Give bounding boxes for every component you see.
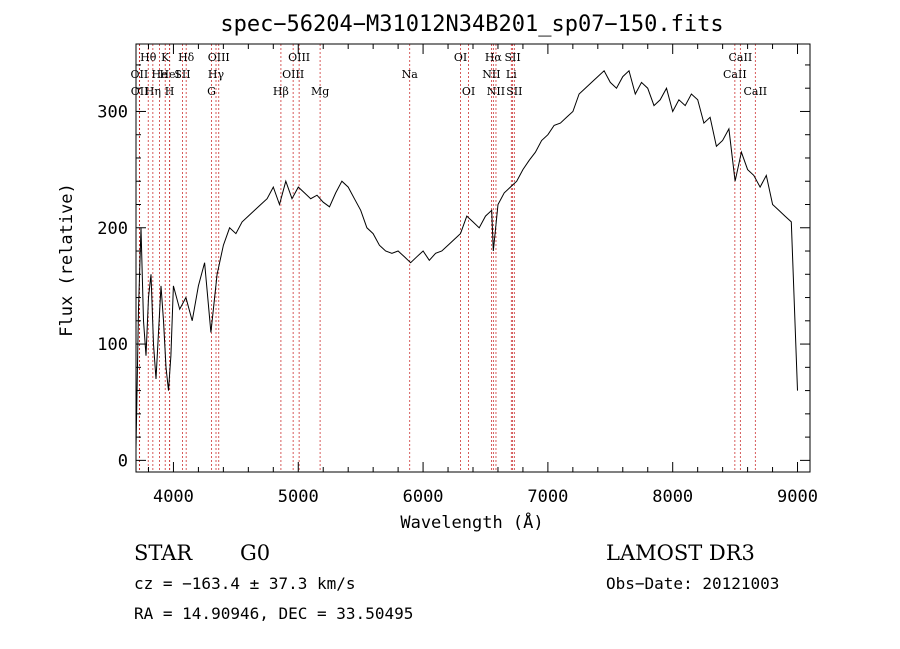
spectral-line-label: Hγ [208, 68, 225, 81]
spectral-line-label: OIII [208, 51, 230, 64]
spectral-line-label: OIII [288, 51, 310, 64]
x-tick-label: 9000 [777, 487, 818, 507]
spectral-line-label: NII [482, 68, 500, 81]
spectral-line-label: Hα [485, 51, 503, 64]
y-axis-label: Flux (relative) [57, 183, 77, 337]
y-tick-label: 100 [97, 335, 128, 355]
x-axis-label: Wavelength (Å) [400, 511, 543, 533]
x-axis-ticks: 4000 5000 6000 7000 8000 9000 [147, 44, 818, 507]
chart-title: spec−56204−M31012N34B201_sp07−150.fits [220, 12, 723, 37]
spectral-line-label: SII [504, 51, 520, 64]
spectral-line-label: Hδ [178, 51, 195, 64]
survey-name: LAMOST DR3 [606, 541, 755, 565]
x-tick-label: 5000 [278, 487, 319, 507]
spectral-line-label: CaII [729, 51, 753, 64]
x-tick-label: 4000 [153, 487, 194, 507]
spectral-line-label: Hθ [140, 51, 157, 64]
redshift-text: cz = −163.4 ± 37.3 km/s [134, 574, 356, 593]
spectral-line-label: Mg [311, 85, 329, 98]
spectral-line-label: Hη [145, 85, 161, 98]
spectral-line-label: HeI [159, 68, 179, 81]
spectral-line-label: CaII [723, 68, 747, 81]
spectral-line-label: He [152, 68, 168, 81]
spectral-line-label: OI [454, 51, 467, 64]
spectral-line-label: CaII [743, 85, 767, 98]
spectral-line-label: SII [174, 68, 190, 81]
spectrum-series-line [135, 69, 798, 449]
spectral-line-label: SII [506, 85, 522, 98]
spectral-line-label: K [161, 51, 170, 64]
x-tick-label: 8000 [652, 487, 693, 507]
x-tick-label: 6000 [403, 487, 444, 507]
y-tick-label: 200 [97, 219, 128, 239]
y-tick-label: 300 [97, 102, 128, 122]
coordinates-text: RA = 14.90946, DEC = 33.50495 [134, 604, 413, 623]
spectral-line-label: G [207, 85, 216, 98]
spectral-line-label: NII [487, 85, 505, 98]
x-tick-label: 7000 [527, 487, 568, 507]
spectral-line-markers [138, 44, 756, 472]
y-axis-ticks: 0 100 200 300 [97, 64, 810, 471]
spectral-line-label: H [165, 85, 175, 98]
object-class: STAR [134, 541, 193, 565]
obs-date-text: Obs−Date: 20121003 [606, 574, 779, 593]
spectral-line-label: Na [402, 68, 419, 81]
spectral-line-label: Li [506, 68, 517, 81]
spectral-line-label: OII [131, 68, 149, 81]
spectral-line-label: OI [462, 85, 475, 98]
spectral-line-label: OIII [282, 68, 304, 81]
plot-frame [135, 43, 811, 473]
y-tick-label: 0 [118, 451, 128, 471]
spectral-line-label: OII [131, 85, 149, 98]
spectral-line-label: Hβ [273, 85, 289, 98]
object-subclass: G0 [240, 541, 270, 565]
